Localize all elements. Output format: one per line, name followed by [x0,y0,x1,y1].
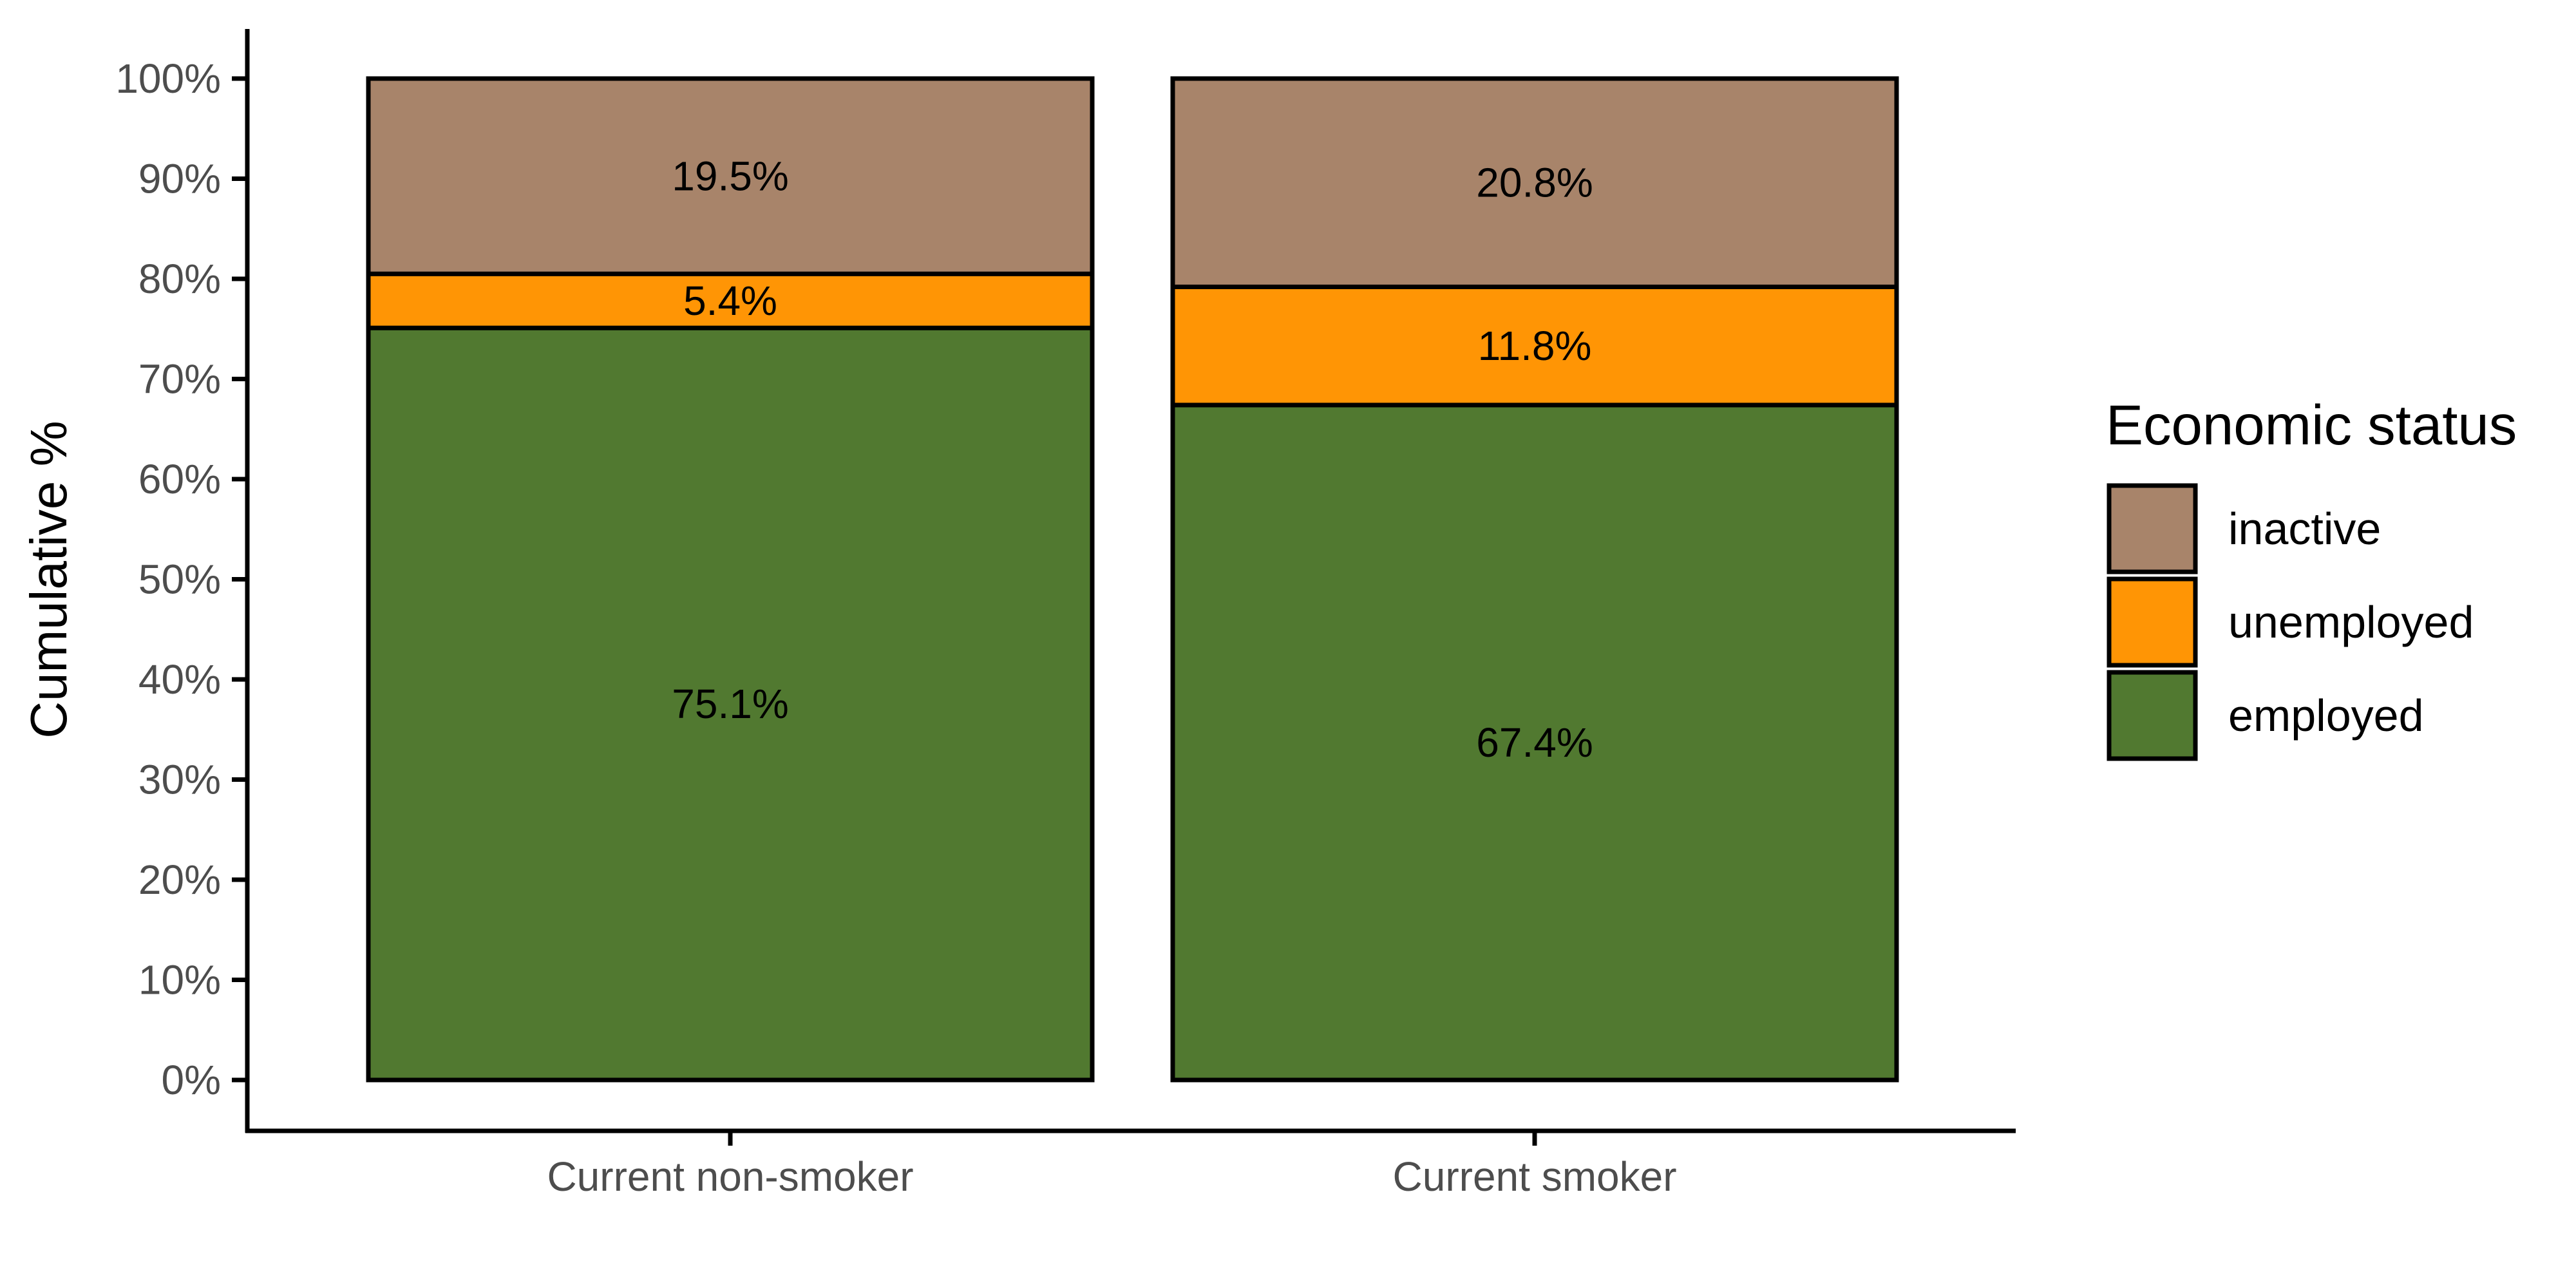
legend-swatch-employed [2107,670,2198,761]
segment-value-label: 75.1% [672,681,788,727]
segment-value-label: 20.8% [1476,160,1593,206]
y-tick-label: 100% [115,55,221,102]
y-tick-label: 40% [138,656,221,703]
segment-value-label: 19.5% [672,153,788,200]
y-axis-title: Cumulative % [20,421,77,739]
y-tick-label: 20% [138,857,221,903]
x-tick-label: Current smoker [1393,1153,1677,1200]
y-axis-ticks: 0% 10% 20% 30% 40% 50% 60% 70% 80% 90% 100% [115,55,247,1103]
bar-segment-employed [1170,402,1899,1083]
y-tick-label: 0% [162,1057,222,1103]
y-tick-label: 80% [138,256,221,302]
legend-swatch-inactive [2107,483,2198,574]
bar-segment-unemployed [366,271,1095,330]
bar-segment-inactive [366,76,1095,276]
x-axis-ticks: Current non-smoker Current smoker [547,1131,1677,1200]
bar-segment-employed [366,325,1095,1083]
bars [366,76,1899,1083]
y-tick-label: 60% [138,456,221,502]
y-tick-label: 90% [138,156,221,202]
y-tick-label: 70% [138,356,221,402]
bar-segment-unemployed [1170,284,1899,408]
legend-label: employed [2228,690,2424,741]
y-tick-label: 50% [138,556,221,603]
y-tick-label: 30% [138,757,221,803]
legend: Economic status inactive unemployed employ… [2106,394,2517,761]
x-tick-label: Current non-smoker [547,1153,913,1200]
y-tick-label: 10% [138,957,221,1003]
segment-labels: 75.1% 5.4% 19.5% 67.4% 11.8% 20.8% [672,153,1593,766]
segment-value-label: 11.8% [1478,323,1592,369]
segment-value-label: 5.4% [683,278,777,324]
legend-label: inactive [2228,504,2381,554]
legend-title: Economic status [2106,394,2517,457]
legend-swatch-unemployed [2107,576,2198,668]
segment-value-label: 67.4% [1476,719,1593,766]
legend-label: unemployed [2228,597,2474,647]
bar-segment-inactive [1170,76,1899,289]
legend-items: inactive unemployed employed [2107,483,2474,761]
